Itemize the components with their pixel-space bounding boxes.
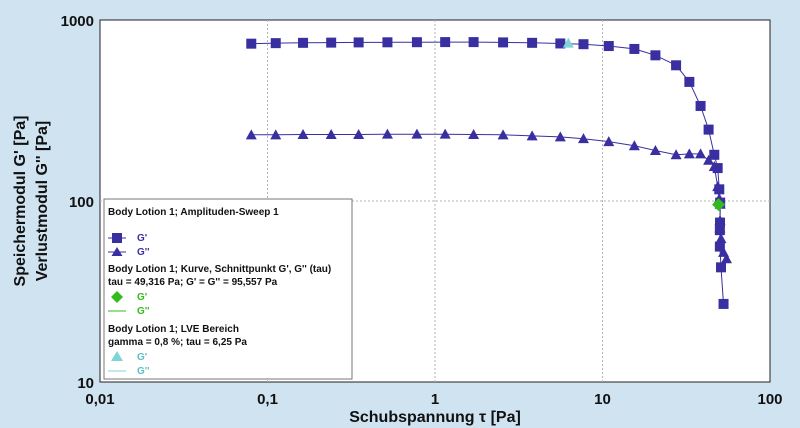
data-point-series-1 xyxy=(714,222,726,233)
data-point-series-0 xyxy=(650,50,661,61)
data-point-series-1 xyxy=(411,128,423,139)
data-point-series-1 xyxy=(353,129,365,140)
legend-gprime-square-icon xyxy=(108,233,126,243)
legend-group2-entry-gprime: G' xyxy=(137,292,147,303)
y-tick-labels: 1000 100 10 xyxy=(61,13,94,392)
data-point-series-0 xyxy=(468,37,479,48)
data-point-series-0 xyxy=(714,241,725,252)
data-point-series-1 xyxy=(712,181,724,192)
x-tick-label: 0,1 xyxy=(257,391,278,408)
data-point-series-2 xyxy=(712,198,726,212)
data-point-series-0 xyxy=(440,37,451,48)
data-point-series-1 xyxy=(270,129,282,140)
data-point-series-1 xyxy=(497,129,509,140)
legend-group3-entry-gdoubleprime: G'' xyxy=(137,366,150,377)
legend-group2-entry-gdoubleprime: G'' xyxy=(137,306,150,317)
y-tick-label: 100 xyxy=(69,194,94,211)
data-point-series-0 xyxy=(411,37,422,48)
data-point-series-0 xyxy=(684,76,695,87)
data-point-series-0 xyxy=(298,37,309,48)
data-point-series-1 xyxy=(439,128,451,139)
x-tick-label: 1 xyxy=(431,391,439,408)
data-point-series-1 xyxy=(708,161,720,172)
data-point-series-1 xyxy=(468,129,480,140)
data-point-series-0 xyxy=(709,149,720,160)
data-point-series-1 xyxy=(695,148,707,159)
data-point-series-1 xyxy=(325,129,337,140)
data-point-series-1 xyxy=(670,149,682,160)
legend-gdoubleprime-triangle-icon xyxy=(108,247,126,256)
data-point-series-1 xyxy=(703,154,715,165)
y-axis-title-line1: Speichermodul G' [Pa] xyxy=(12,116,29,287)
data-point-series-1 xyxy=(526,130,538,141)
data-point-series-0 xyxy=(629,43,640,54)
data-point-series-1 xyxy=(683,148,695,159)
legend-group1-title: Body Lotion 1; Amplituden-Sweep 1 xyxy=(108,207,279,218)
x-tick-label: 100 xyxy=(757,391,782,408)
data-point-series-1 xyxy=(714,215,726,226)
x-tick-label: 0,01 xyxy=(85,391,114,408)
data-point-series-0 xyxy=(382,37,393,48)
data-point-series-0 xyxy=(498,37,509,48)
legend-group1-entry-gprime: G' xyxy=(137,233,147,244)
data-markers xyxy=(245,37,733,309)
legend: Body Lotion 1; Amplituden-Sweep 1 G' G''… xyxy=(103,198,353,380)
x-tick-label: 10 xyxy=(594,391,611,408)
data-point-series-0 xyxy=(353,37,364,48)
data-point-series-1 xyxy=(603,136,615,147)
legend-group3-title: Body Lotion 1; LVE Bereich xyxy=(108,324,239,335)
legend-group1-entry-gdoubleprime: G'' xyxy=(137,247,150,258)
data-point-series-1 xyxy=(628,140,640,151)
data-point-series-0 xyxy=(703,124,714,135)
x-tick-labels: 0,01 0,1 1 10 100 xyxy=(85,391,782,408)
data-point-series-0 xyxy=(695,100,706,111)
y-axis-title-line2: Verlustmodul G'' [Pa] xyxy=(34,121,51,282)
legend-group3-entry-gprime: G' xyxy=(137,352,147,363)
data-point-series-1 xyxy=(721,253,733,264)
data-point-series-1 xyxy=(381,128,393,139)
data-point-series-0 xyxy=(716,262,727,273)
data-point-series-0 xyxy=(671,60,682,71)
data-point-series-3 xyxy=(562,37,574,48)
data-point-series-1 xyxy=(577,133,589,144)
legend-group2-title: Body Lotion 1; Kurve, Schnittpunkt G', G… xyxy=(108,264,331,275)
data-point-series-0 xyxy=(555,38,566,49)
data-point-series-0 xyxy=(603,41,614,52)
legend-group2-subtitle: tau = 49,316 Pa; G' = G'' = 95,557 Pa xyxy=(108,277,278,288)
y-tick-label: 1000 xyxy=(61,13,94,30)
legend-group3-subtitle: gamma = 0,8 %; tau = 6,25 Pa xyxy=(108,337,247,348)
data-point-series-0 xyxy=(326,37,337,48)
y-tick-label: 10 xyxy=(77,375,94,392)
data-point-series-0 xyxy=(718,298,729,309)
data-point-series-1 xyxy=(297,129,309,140)
data-point-series-0 xyxy=(578,39,589,50)
x-axis-title: Schubspannung τ [Pa] xyxy=(349,409,521,426)
data-point-series-1 xyxy=(715,233,727,244)
legend-lve-triangle-icon xyxy=(111,351,123,361)
data-point-series-1 xyxy=(245,129,257,140)
data-point-series-0 xyxy=(527,37,538,48)
data-point-series-0 xyxy=(246,38,257,49)
data-point-series-0 xyxy=(270,38,281,49)
data-point-series-1 xyxy=(649,145,661,156)
legend-box xyxy=(103,198,353,380)
legend-intersection-diamond-icon xyxy=(111,291,123,303)
data-point-series-1 xyxy=(554,131,566,142)
